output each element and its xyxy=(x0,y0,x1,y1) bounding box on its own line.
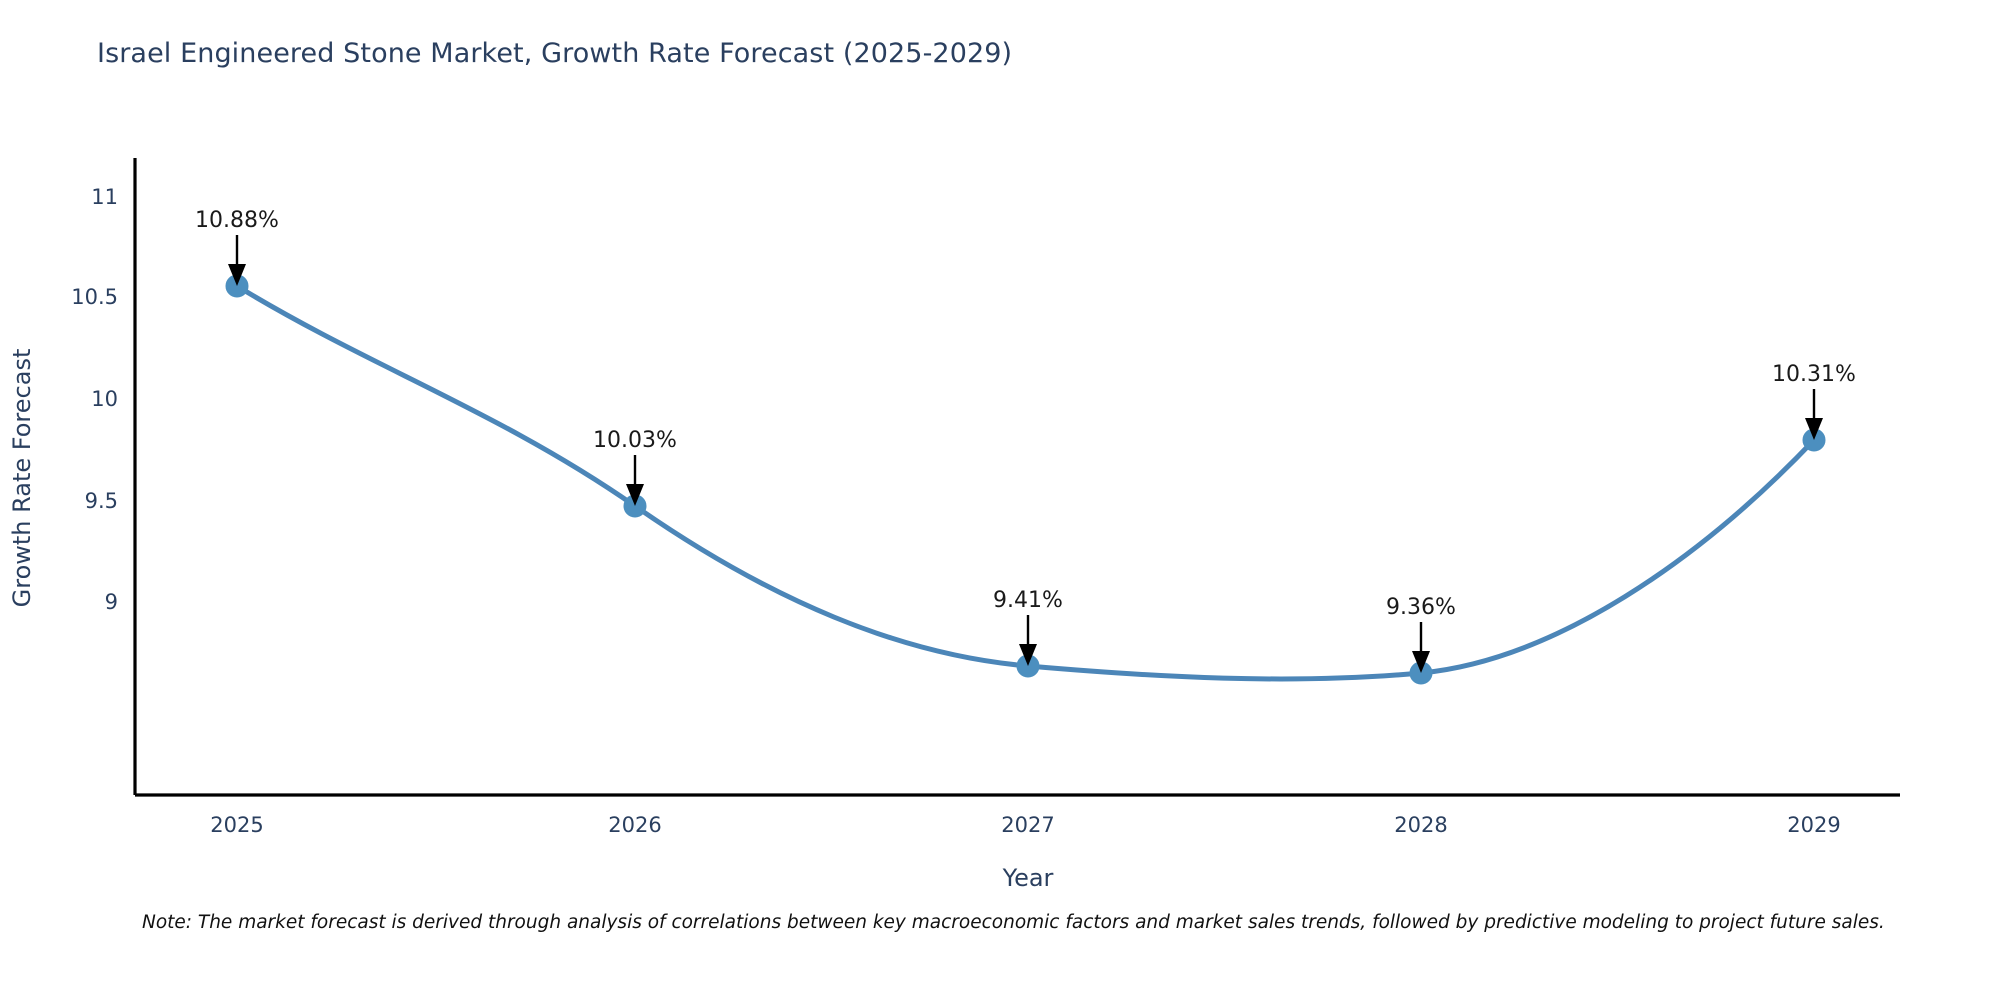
data-point-label: 10.03% xyxy=(593,428,677,453)
chart-footnote: Note: The market forecast is derived thr… xyxy=(142,912,1885,933)
annotation-arrow xyxy=(1412,622,1430,673)
x-tick-label-2027: 2027 xyxy=(1001,813,1054,837)
y-axis-title: Growth Rate Forecast xyxy=(8,349,36,608)
y-tick-label-11: 11 xyxy=(91,185,118,209)
y-tick-label-10: 10 xyxy=(91,387,118,411)
data-point-label: 10.31% xyxy=(1772,362,1856,387)
data-point-label: 9.41% xyxy=(993,588,1063,613)
x-tick-label-2026: 2026 xyxy=(608,813,661,837)
x-tick-label-2025: 2025 xyxy=(210,813,263,837)
data-point-label: 9.36% xyxy=(1386,595,1456,620)
x-tick-label-2029: 2029 xyxy=(1787,813,1840,837)
series-line xyxy=(234,283,1817,682)
y-tick-label-9-5: 9.5 xyxy=(85,489,118,513)
annotation-arrow xyxy=(228,235,246,286)
data-point-label: 10.88% xyxy=(195,208,279,233)
annotation-arrow xyxy=(1019,615,1037,666)
chart-title: Israel Engineered Stone Market, Growth R… xyxy=(97,38,1013,69)
x-tick-label-2028: 2028 xyxy=(1394,813,1447,837)
y-tick-label-9: 9 xyxy=(105,590,118,614)
x-axis-title: Year xyxy=(1002,864,1054,892)
y-tick-label-10-5: 10.5 xyxy=(71,285,118,309)
annotation-arrow xyxy=(1805,389,1823,440)
annotation-arrow xyxy=(626,455,644,506)
